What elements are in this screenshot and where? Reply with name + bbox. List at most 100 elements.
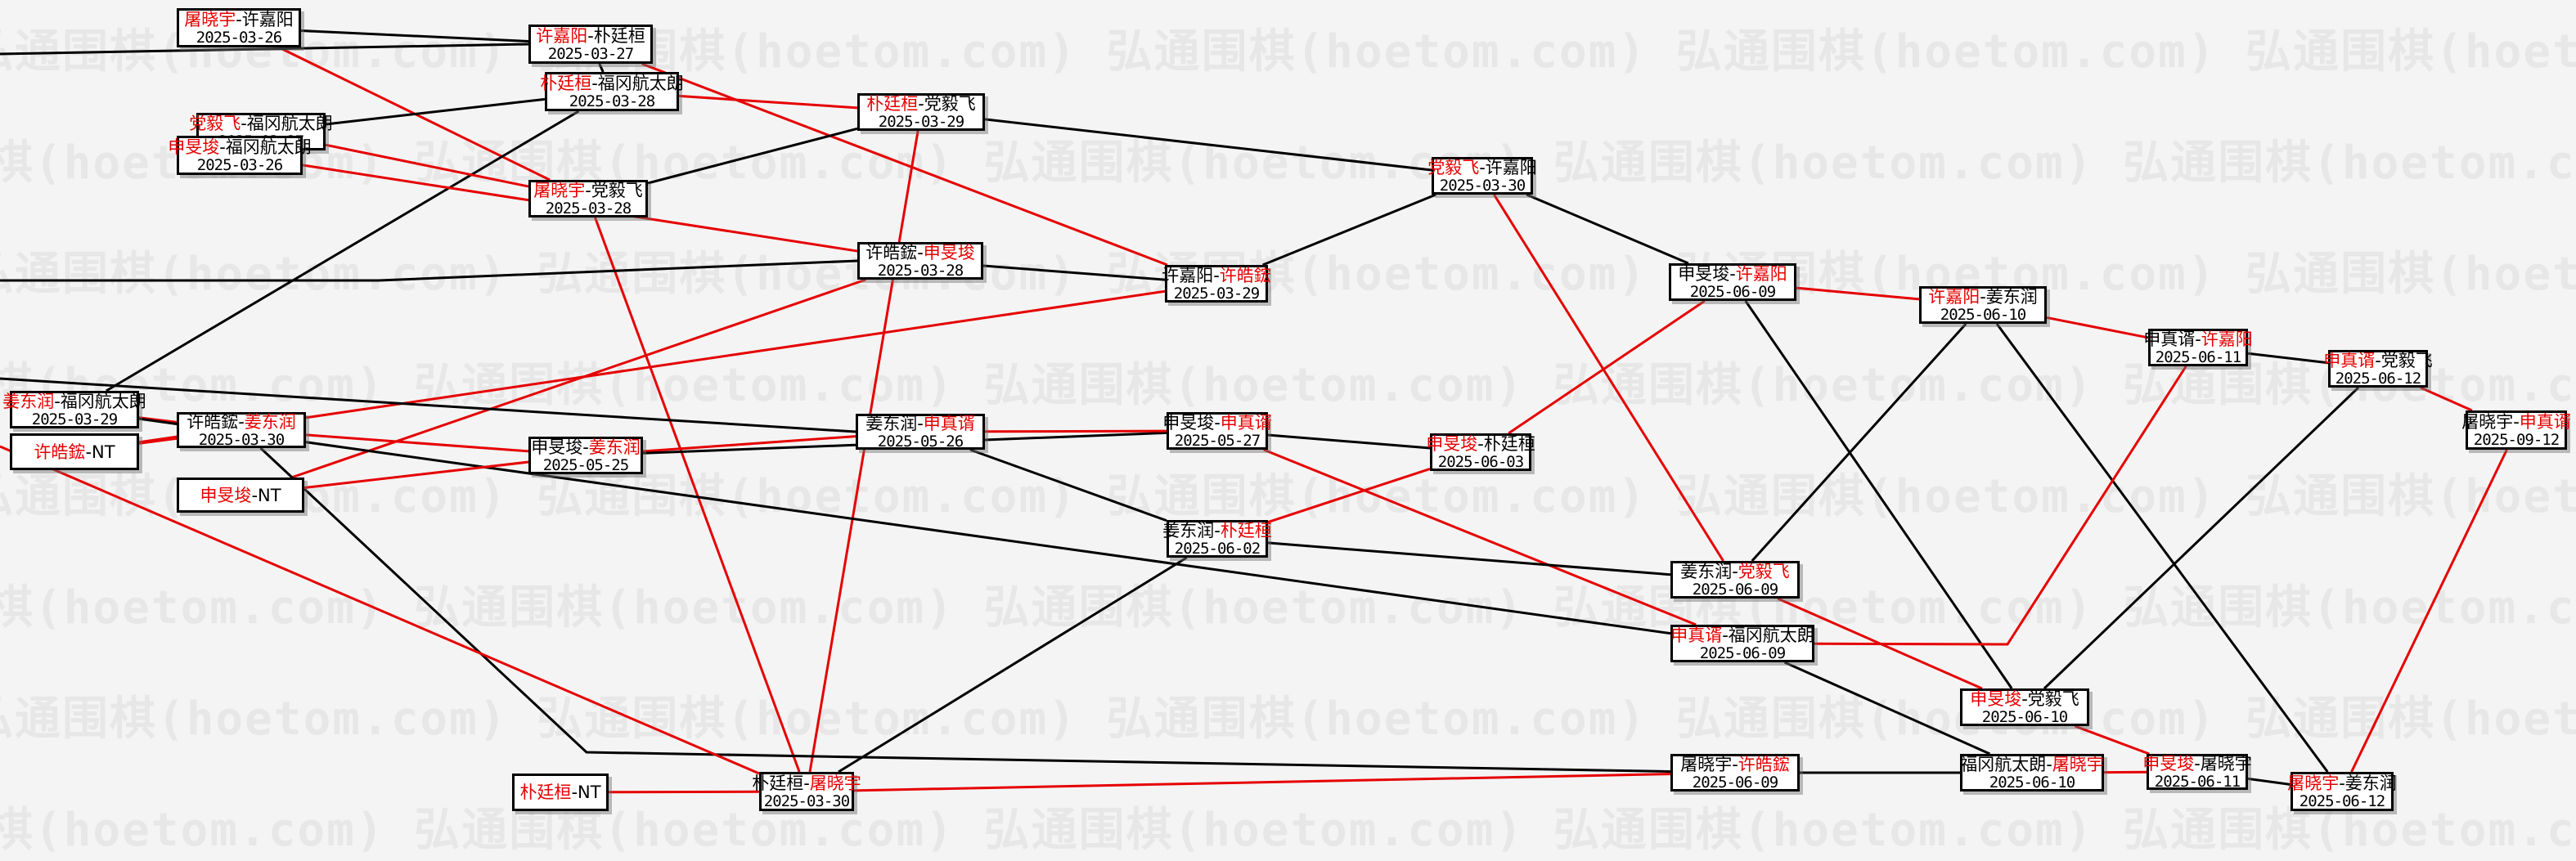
match-players: 姜东润-福冈航太朗 bbox=[2, 392, 146, 411]
dash-separator: - bbox=[1722, 625, 1729, 645]
match-node-n28[interactable]: 屠晓宇-许皓鋐 2025-06-09 bbox=[1670, 754, 1800, 791]
match-node-n9[interactable]: 许嘉阳-许皓鋐 2025-03-29 bbox=[1162, 265, 1271, 303]
match-node-n14[interactable]: 申真谞-党毅飞 2025-06-12 bbox=[2323, 350, 2433, 388]
match-date: 2025-06-03 bbox=[1437, 452, 1524, 471]
match-node-n11[interactable]: 申旻埈-许嘉阳 2025-06-09 bbox=[1669, 263, 1796, 301]
dash-separator: - bbox=[251, 485, 258, 505]
player-b-winner: 申旻埈 bbox=[923, 242, 975, 262]
player-a: 许皓鋐 bbox=[187, 411, 239, 432]
red-match-link-line bbox=[1267, 467, 1431, 524]
match-node-n21[interactable]: 姜东润-申真谞 2025-05-26 bbox=[856, 414, 985, 450]
dash-separator: - bbox=[1213, 265, 1220, 285]
red-match-link-line bbox=[1493, 194, 1724, 562]
match-date: 2025-06-11 bbox=[2155, 348, 2241, 366]
dash-separator: - bbox=[238, 411, 245, 432]
player-a-winner: 申真谞 bbox=[1670, 625, 1723, 645]
red-match-link-line bbox=[678, 94, 858, 110]
player-a-winner: 党毅飞 bbox=[189, 113, 241, 133]
match-node-n22[interactable]: 申旻埈-申真谞 2025-05-27 bbox=[1162, 412, 1272, 450]
match-node-n6[interactable]: 屠晓宇-党毅飞 2025-03-28 bbox=[528, 180, 648, 217]
match-node-n16[interactable]: 姜东润-福冈航太朗 2025-03-29 bbox=[2, 391, 146, 428]
match-players: 党毅飞-福冈航太朗 bbox=[189, 114, 333, 133]
dash-separator: - bbox=[236, 9, 242, 29]
match-date: 2025-06-02 bbox=[1174, 539, 1261, 558]
match-node-n8[interactable]: 许皓鋐-申旻埈 2025-03-28 bbox=[857, 242, 983, 280]
match-node-n26[interactable]: 申真谞-福冈航太朗 2025-06-09 bbox=[1670, 625, 1814, 662]
dash-separator: - bbox=[2021, 688, 2028, 709]
match-date: 2025-03-27 bbox=[547, 44, 634, 63]
match-date: 2025-03-28 bbox=[545, 199, 632, 217]
dash-separator: - bbox=[585, 180, 591, 200]
match-players: 许皓鋐-NT bbox=[34, 442, 115, 462]
red-match-link-line bbox=[1814, 365, 2187, 646]
match-node-n33[interactable]: 朴廷桓-屠晓宇 2025-03-30 bbox=[752, 772, 861, 811]
player-a: 申真谞 bbox=[2143, 329, 2196, 349]
match-date: 2025-03-29 bbox=[1173, 284, 1260, 303]
match-players: 屠晓宇-许皓鋐 bbox=[1680, 755, 1790, 774]
match-players: 姜东润-申真谞 bbox=[865, 414, 975, 433]
match-node-n20[interactable]: 申旻埈-姜东润 2025-05-25 bbox=[528, 437, 643, 474]
player-b: 福冈航太朗 bbox=[597, 73, 684, 93]
match-date: 2025-06-10 bbox=[1940, 305, 2026, 324]
match-node-n19[interactable]: 申旻埈-NT bbox=[177, 478, 304, 513]
dash-separator: - bbox=[241, 113, 247, 133]
match-node-n18[interactable]: 许皓鋐-姜东润 2025-03-30 bbox=[177, 412, 306, 448]
match-node-n7[interactable]: 朴廷桓-党毅飞 2025-03-29 bbox=[857, 93, 985, 131]
red-match-link-line bbox=[2074, 724, 2150, 756]
match-node-n2[interactable]: 许嘉阳-朴廷桓 2025-03-27 bbox=[528, 25, 653, 64]
match-node-n17[interactable]: 许皓鋐-NT bbox=[10, 433, 139, 470]
match-players: 屠晓宇-申真谞 bbox=[2461, 412, 2571, 432]
match-players: 申旻埈-许嘉阳 bbox=[1678, 264, 1787, 284]
match-node-n23[interactable]: 申旻埈-朴廷桓 2025-06-03 bbox=[1426, 433, 1535, 471]
match-players: 许皓鋐-申旻埈 bbox=[865, 243, 975, 262]
red-match-link-line bbox=[984, 429, 1167, 433]
dash-separator: - bbox=[1732, 561, 1738, 581]
match-players: 姜东润-朴廷桓 bbox=[1162, 521, 1272, 540]
match-node-n10[interactable]: 党毅飞-许嘉阳 2025-03-30 bbox=[1427, 157, 1537, 195]
red-match-link-line bbox=[808, 130, 919, 773]
red-match-link-line bbox=[594, 217, 801, 773]
player-a: 福冈航太朗 bbox=[1960, 754, 2047, 774]
player-a: 屠晓宇 bbox=[2461, 411, 2514, 432]
match-node-n1[interactable]: 屠晓宇-许嘉阳 2025-03-26 bbox=[177, 8, 301, 47]
match-node-n27[interactable]: 申旻埈-党毅飞 2025-06-10 bbox=[1960, 688, 2089, 726]
dash-separator: - bbox=[1214, 520, 1221, 540]
red-match-link-line bbox=[325, 143, 529, 188]
match-node-n5[interactable]: 申旻埈-福冈航太朗 2025-03-26 bbox=[168, 136, 312, 175]
red-match-link-line bbox=[853, 773, 1671, 792]
player-a-winner: 屠晓宇 bbox=[184, 9, 236, 29]
match-date: 2025-03-30 bbox=[763, 791, 850, 810]
match-node-n15[interactable]: 屠晓宇-申真谞 2025-09-12 bbox=[2461, 410, 2571, 450]
match-node-n3[interactable]: 朴廷桓-福冈航太朗 2025-03-28 bbox=[540, 72, 684, 111]
match-node-n13[interactable]: 申真谞-许嘉阳 2025-06-11 bbox=[2143, 329, 2253, 366]
match-node-n12[interactable]: 许嘉阳-姜东润 2025-06-10 bbox=[1919, 286, 2047, 324]
match-node-n24[interactable]: 姜东润-朴廷桓 2025-06-02 bbox=[1162, 520, 1272, 558]
player-b: 朴廷桓 bbox=[1483, 433, 1535, 454]
dash-separator: - bbox=[1729, 263, 1736, 284]
player-b: 许嘉阳 bbox=[1485, 157, 1537, 177]
match-players: 申旻埈-屠晓宇 bbox=[2142, 754, 2252, 774]
match-node-n30[interactable]: 申旻埈-屠晓宇 2025-06-11 bbox=[2142, 754, 2252, 790]
dash-separator: - bbox=[587, 25, 594, 46]
dash-separator: - bbox=[85, 442, 92, 462]
match-node-n25[interactable]: 姜东润-党毅飞 2025-06-09 bbox=[1670, 561, 1800, 599]
player-a-winner: 申旻埈 bbox=[2142, 753, 2195, 774]
red-match-link-line bbox=[1263, 448, 1697, 626]
match-node-n29[interactable]: 福冈航太朗-屠晓宇 2025-06-10 bbox=[1960, 754, 2104, 791]
match-date: 2025-03-26 bbox=[196, 155, 283, 174]
player-a: 姜东润 bbox=[1680, 561, 1733, 581]
player-a-winner: 朴廷桓 bbox=[540, 73, 592, 93]
player-a: 姜东润 bbox=[865, 413, 918, 433]
match-node-n31[interactable]: 屠晓宇-姜东润 2025-06-12 bbox=[2287, 772, 2397, 811]
player-b: 姜东润 bbox=[2344, 773, 2397, 793]
red-match-link-line bbox=[138, 437, 178, 445]
black-match-link-line bbox=[300, 29, 529, 43]
dash-separator: - bbox=[54, 391, 61, 411]
red-match-link-line bbox=[303, 460, 529, 490]
red-match-link-line bbox=[2420, 386, 2473, 412]
match-date: 2025-06-10 bbox=[1989, 773, 2075, 791]
match-node-n32[interactable]: 朴廷桓-NT bbox=[512, 774, 609, 811]
dash-separator: - bbox=[571, 783, 578, 802]
player-b-winner: 许皓鋐 bbox=[1738, 754, 1790, 774]
